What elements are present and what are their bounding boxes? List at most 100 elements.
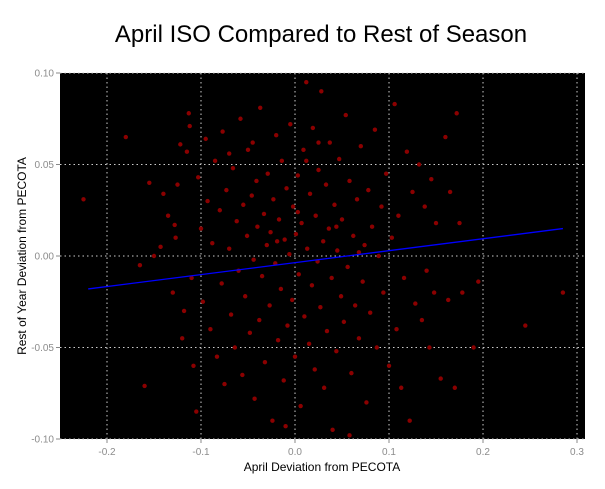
data-point [295, 173, 301, 178]
x-tick-label: 0.2 [476, 447, 490, 458]
data-point [292, 354, 298, 359]
data-point [247, 330, 253, 336]
data-point [341, 319, 347, 325]
data-point [330, 427, 335, 433]
data-point [329, 275, 334, 281]
data-point [210, 240, 215, 246]
data-point [321, 239, 326, 244]
data-point [386, 363, 392, 368]
data-point [452, 385, 458, 390]
data-point [288, 122, 293, 127]
data-point [178, 142, 183, 147]
x-tick-label: 0.0 [288, 447, 302, 458]
data-point [316, 167, 321, 173]
data-point [404, 149, 410, 154]
data-point [173, 235, 178, 240]
data-point [301, 147, 306, 153]
data-point [195, 175, 201, 180]
data-point [289, 297, 295, 303]
data-point [339, 217, 345, 222]
data-point [413, 301, 418, 306]
data-point [255, 224, 260, 229]
data-point [172, 222, 177, 228]
data-point [319, 89, 324, 94]
data-point [374, 345, 379, 350]
data-point [265, 171, 270, 176]
data-point [347, 178, 352, 184]
data-point [267, 303, 272, 308]
data-point [392, 101, 397, 107]
data-point [254, 178, 259, 184]
chart-title: April ISO Compared to Rest of Season [115, 21, 527, 48]
data-point [366, 187, 371, 193]
data-point [416, 162, 422, 167]
data-point [443, 134, 448, 140]
data-point [180, 336, 185, 341]
data-point [338, 294, 344, 299]
data-point [228, 312, 234, 317]
data-point [257, 317, 262, 323]
x-tick-label: 0.1 [382, 447, 396, 458]
data-point [281, 378, 286, 383]
data-point [313, 213, 318, 218]
data-point [244, 233, 250, 239]
data-point [321, 385, 327, 390]
data-point [271, 197, 276, 202]
data-point [310, 125, 316, 131]
data-point [427, 345, 432, 350]
data-point [187, 123, 192, 129]
data-point [175, 182, 180, 187]
x-axis-label: April Deviation from PECOTA [244, 460, 401, 474]
data-point [165, 213, 171, 218]
data-point [347, 433, 352, 438]
data-point [460, 290, 465, 295]
data-point [523, 323, 528, 328]
data-point [282, 237, 287, 242]
data-point [389, 235, 395, 240]
data-point [336, 156, 342, 162]
data-point [446, 297, 451, 303]
data-points [81, 79, 566, 438]
x-tick-label: -0.2 [98, 447, 116, 458]
data-point [306, 341, 312, 347]
data-point [268, 230, 273, 235]
data-point [352, 303, 358, 308]
data-point [335, 248, 340, 253]
data-point [318, 305, 323, 310]
data-point [234, 219, 239, 224]
data-point [238, 116, 243, 121]
data-point [372, 127, 378, 132]
data-point [224, 187, 229, 193]
data-point [334, 348, 339, 354]
data-point [394, 327, 399, 332]
data-point [360, 279, 365, 284]
data-point [262, 359, 268, 365]
data-point [304, 79, 309, 85]
data-point [349, 370, 354, 376]
data-point [81, 197, 86, 202]
trend-line-group [88, 227, 563, 290]
data-point [299, 220, 304, 226]
data-point [345, 264, 350, 270]
data-point [189, 275, 194, 281]
data-point [245, 147, 251, 153]
y-tick-label: 0.05 [35, 160, 55, 171]
data-point [219, 281, 224, 286]
data-point [396, 213, 401, 218]
data-point [309, 283, 315, 288]
y-tick-label: 0.00 [35, 252, 55, 263]
data-point [208, 327, 213, 332]
data-point [457, 220, 462, 226]
data-point [304, 158, 309, 164]
data-point [295, 209, 301, 215]
data-point [358, 144, 364, 149]
data-point [407, 418, 412, 423]
data-point [227, 246, 232, 251]
data-point [181, 308, 187, 314]
data-point [186, 111, 191, 116]
data-point [401, 275, 407, 281]
data-point [285, 323, 290, 328]
data-point [356, 250, 362, 255]
data-point [278, 286, 284, 292]
